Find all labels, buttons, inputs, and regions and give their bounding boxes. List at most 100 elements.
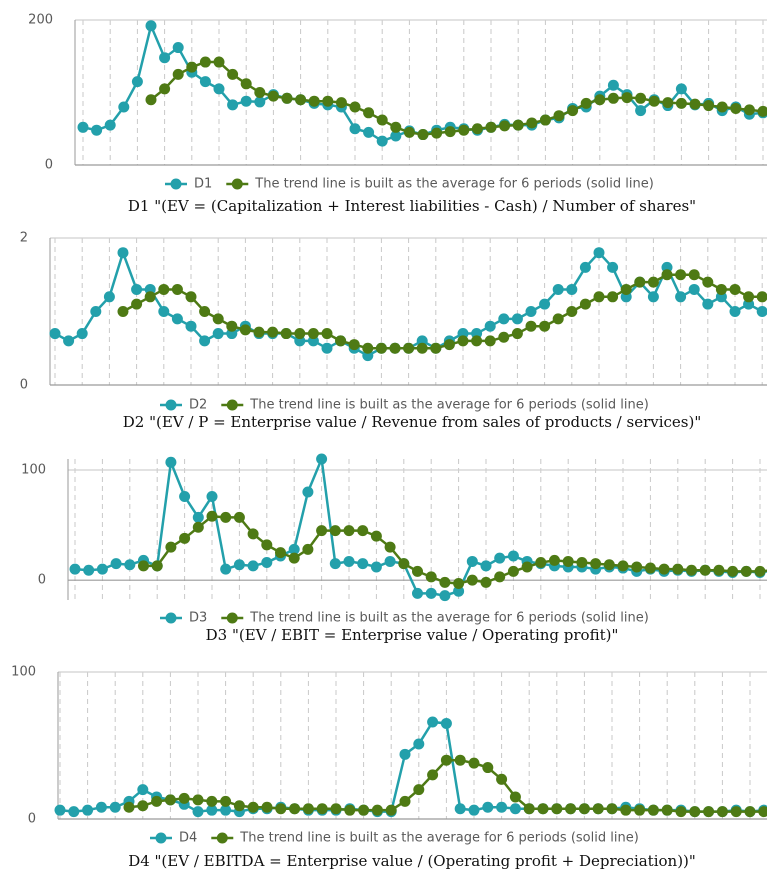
data-point bbox=[740, 565, 752, 577]
data-point bbox=[316, 525, 328, 537]
data-point bbox=[484, 335, 496, 347]
data-point bbox=[644, 562, 656, 574]
data-point bbox=[482, 762, 494, 774]
data-point bbox=[227, 68, 239, 80]
chart-caption: D3 "(EV / EBIT = Enterprise value / Oper… bbox=[206, 626, 619, 644]
data-point bbox=[444, 126, 456, 138]
series-line bbox=[150, 60, 764, 136]
data-point bbox=[509, 791, 521, 803]
data-point bbox=[662, 97, 674, 109]
data-point bbox=[729, 306, 741, 317]
data-point bbox=[192, 521, 204, 533]
data-point bbox=[621, 92, 633, 104]
data-point bbox=[579, 261, 591, 273]
data-point bbox=[206, 490, 218, 502]
legend-marker bbox=[170, 178, 182, 190]
data-point bbox=[620, 804, 632, 816]
data-point bbox=[247, 801, 259, 813]
data-point bbox=[523, 803, 535, 815]
chart-caption: D4 "(EV / EBITDA = Enterprise value / (O… bbox=[128, 852, 696, 870]
data-point bbox=[343, 555, 355, 567]
data-point bbox=[593, 247, 605, 259]
data-point bbox=[192, 511, 204, 523]
data-point bbox=[357, 525, 369, 537]
data-point bbox=[512, 119, 524, 131]
legend-label: D1 bbox=[194, 177, 212, 192]
data-point bbox=[507, 550, 519, 562]
data-point bbox=[344, 804, 356, 816]
data-point bbox=[399, 795, 411, 807]
data-point bbox=[349, 123, 361, 135]
legend-marker bbox=[226, 399, 238, 411]
data-point bbox=[376, 114, 388, 126]
legend-label: D4 bbox=[179, 831, 197, 846]
data-point bbox=[702, 276, 714, 288]
data-point bbox=[553, 110, 565, 122]
data-point bbox=[253, 326, 265, 338]
data-point bbox=[371, 804, 383, 816]
data-point bbox=[453, 585, 465, 597]
data-point bbox=[165, 541, 177, 553]
data-point bbox=[254, 87, 266, 98]
legend-label: The trend line is built as the average f… bbox=[239, 831, 639, 846]
data-point bbox=[171, 313, 183, 325]
data-point bbox=[412, 565, 423, 577]
data-point bbox=[199, 76, 211, 88]
data-point bbox=[635, 92, 647, 104]
data-point bbox=[440, 754, 452, 766]
data-point bbox=[281, 92, 293, 104]
data-point bbox=[158, 306, 170, 317]
data-point bbox=[384, 541, 396, 553]
data-point bbox=[617, 560, 629, 572]
data-point bbox=[647, 276, 659, 288]
data-point bbox=[343, 525, 355, 537]
data-point bbox=[511, 328, 523, 340]
data-point bbox=[316, 803, 328, 815]
data-point bbox=[509, 803, 521, 815]
data-point bbox=[294, 328, 306, 340]
data-point bbox=[635, 105, 647, 117]
data-point bbox=[233, 800, 245, 812]
data-point bbox=[593, 291, 605, 303]
data-point bbox=[76, 328, 88, 340]
data-point bbox=[592, 803, 604, 815]
data-point bbox=[498, 313, 510, 325]
data-point bbox=[457, 335, 469, 347]
data-point bbox=[375, 342, 387, 354]
data-point bbox=[496, 801, 508, 813]
data-point bbox=[137, 784, 149, 796]
data-point bbox=[83, 564, 95, 576]
legend-marker bbox=[155, 832, 167, 844]
data-point bbox=[179, 532, 191, 544]
data-point bbox=[730, 102, 742, 114]
data-point bbox=[240, 78, 252, 90]
data-point bbox=[607, 79, 619, 91]
data-point bbox=[261, 801, 273, 813]
y-tick-label: 0 bbox=[20, 378, 28, 393]
data-point bbox=[756, 306, 767, 317]
legend-label: The trend line is built as the average f… bbox=[249, 398, 649, 413]
data-point bbox=[295, 94, 307, 106]
y-tick-label: 0 bbox=[28, 812, 36, 827]
data-point bbox=[480, 560, 492, 572]
data-point bbox=[443, 339, 455, 351]
data-point bbox=[607, 92, 619, 104]
data-point bbox=[212, 328, 224, 340]
data-point bbox=[389, 342, 401, 354]
data-point bbox=[131, 298, 143, 310]
data-point bbox=[439, 576, 451, 588]
data-point bbox=[757, 105, 767, 117]
data-point bbox=[729, 283, 741, 295]
data-point bbox=[159, 83, 171, 95]
data-point bbox=[686, 564, 697, 576]
data-point bbox=[178, 792, 190, 804]
data-point bbox=[427, 769, 439, 781]
data-point bbox=[480, 576, 492, 588]
legend-marker bbox=[165, 612, 177, 624]
data-point bbox=[213, 83, 225, 95]
data-point bbox=[715, 283, 727, 295]
data-point bbox=[186, 61, 198, 73]
data-point bbox=[744, 806, 756, 818]
data-point bbox=[171, 283, 183, 295]
data-point bbox=[647, 291, 659, 303]
